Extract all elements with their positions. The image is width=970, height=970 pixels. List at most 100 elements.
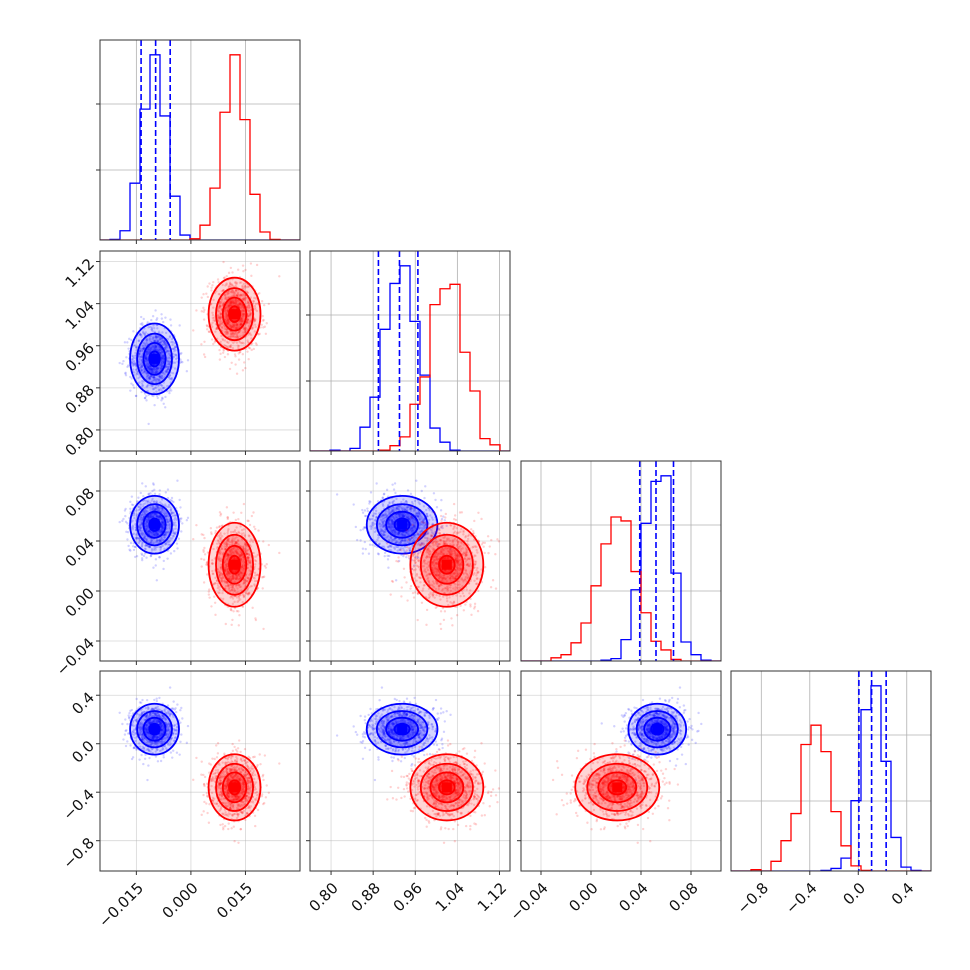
sample-point	[220, 289, 224, 293]
sample-point	[143, 508, 146, 512]
sample-point	[200, 310, 203, 313]
sample-point	[219, 304, 222, 308]
sample-point	[155, 515, 159, 518]
sample-point	[237, 624, 241, 627]
sample-point	[240, 320, 244, 323]
sample-point	[232, 302, 236, 305]
sample-point	[249, 262, 253, 265]
sample-point	[235, 282, 238, 286]
sample-point	[237, 352, 240, 355]
sample-point	[164, 542, 168, 545]
sample-point	[168, 524, 172, 527]
sample-point	[258, 292, 261, 295]
sample-point	[138, 349, 142, 352]
sample-point	[173, 549, 176, 553]
sample-point	[164, 505, 168, 508]
sample-point	[377, 553, 380, 556]
sample-point	[154, 558, 158, 561]
sample-point	[155, 368, 158, 371]
sample-point	[129, 510, 132, 513]
sample-point	[158, 508, 161, 512]
y-tick-label: 1.12	[62, 255, 98, 291]
sample-point	[145, 339, 148, 342]
sample-point	[223, 276, 226, 279]
sample-point	[235, 323, 239, 326]
sample-point	[219, 319, 222, 323]
sample-point	[168, 360, 171, 364]
sample-point	[220, 307, 223, 311]
sample-point	[230, 300, 234, 303]
sample-point	[173, 342, 176, 345]
sample-point	[160, 545, 163, 548]
panel-frame	[99, 39, 301, 241]
sample-point	[387, 566, 390, 569]
sample-point	[137, 373, 140, 376]
sample-point	[239, 302, 243, 305]
sample-point	[158, 378, 161, 382]
sample-point	[240, 317, 244, 321]
sample-point	[152, 513, 155, 517]
sample-point	[149, 368, 153, 372]
sample-point	[240, 294, 243, 297]
sample-point	[151, 368, 154, 371]
sample-point	[145, 394, 148, 398]
sample-point	[159, 388, 162, 391]
sample-point	[159, 501, 162, 504]
sample-point	[231, 290, 234, 293]
sample-point	[236, 300, 239, 303]
sample-point	[235, 326, 238, 329]
sample-point	[146, 544, 149, 548]
sample-point	[242, 502, 246, 506]
sample-point	[155, 370, 158, 373]
sample-point	[219, 312, 222, 316]
sample-point	[158, 555, 161, 559]
sample-point	[128, 337, 131, 341]
sample-point	[239, 303, 242, 306]
sample-point	[135, 536, 138, 539]
sample-point	[224, 315, 228, 319]
sample-point	[157, 374, 161, 378]
sample-point	[129, 507, 132, 511]
sample-point	[141, 323, 144, 327]
sample-point	[219, 352, 222, 356]
sample-point	[162, 386, 165, 390]
sample-point	[223, 294, 227, 297]
sample-point	[153, 339, 156, 342]
sample-point	[138, 352, 141, 356]
sample-point	[172, 352, 175, 356]
sample-point	[165, 541, 168, 544]
sample-point	[227, 321, 231, 324]
sample-point	[142, 347, 145, 351]
sample-point	[240, 323, 243, 326]
sample-point	[162, 523, 165, 526]
sample-point	[236, 323, 240, 326]
sample-point	[158, 538, 161, 542]
sample-point	[224, 319, 227, 322]
sample-point	[195, 309, 198, 312]
sample-point	[140, 516, 143, 519]
sample-point	[227, 304, 230, 308]
sample-point	[146, 373, 149, 376]
sample-point	[160, 399, 163, 402]
sample-point	[138, 524, 142, 528]
sample-point	[242, 331, 245, 334]
y-tick-label: 0.04	[62, 534, 98, 570]
sample-point	[202, 293, 205, 296]
sample-point	[159, 538, 163, 542]
sample-point	[254, 527, 257, 531]
sample-point	[140, 390, 143, 394]
sample-point	[150, 346, 154, 349]
sample-point	[160, 384, 163, 387]
sample-point	[355, 538, 359, 542]
sample-point	[143, 537, 146, 541]
sample-point	[486, 535, 490, 538]
sample-point	[215, 290, 218, 293]
sample-point	[213, 319, 217, 322]
sample-point	[228, 300, 231, 303]
sample-point	[140, 531, 143, 535]
sample-point	[161, 511, 165, 515]
sample-point	[254, 308, 257, 311]
sample-point	[146, 361, 150, 365]
sample-point	[222, 349, 225, 352]
sample-point	[155, 386, 158, 389]
